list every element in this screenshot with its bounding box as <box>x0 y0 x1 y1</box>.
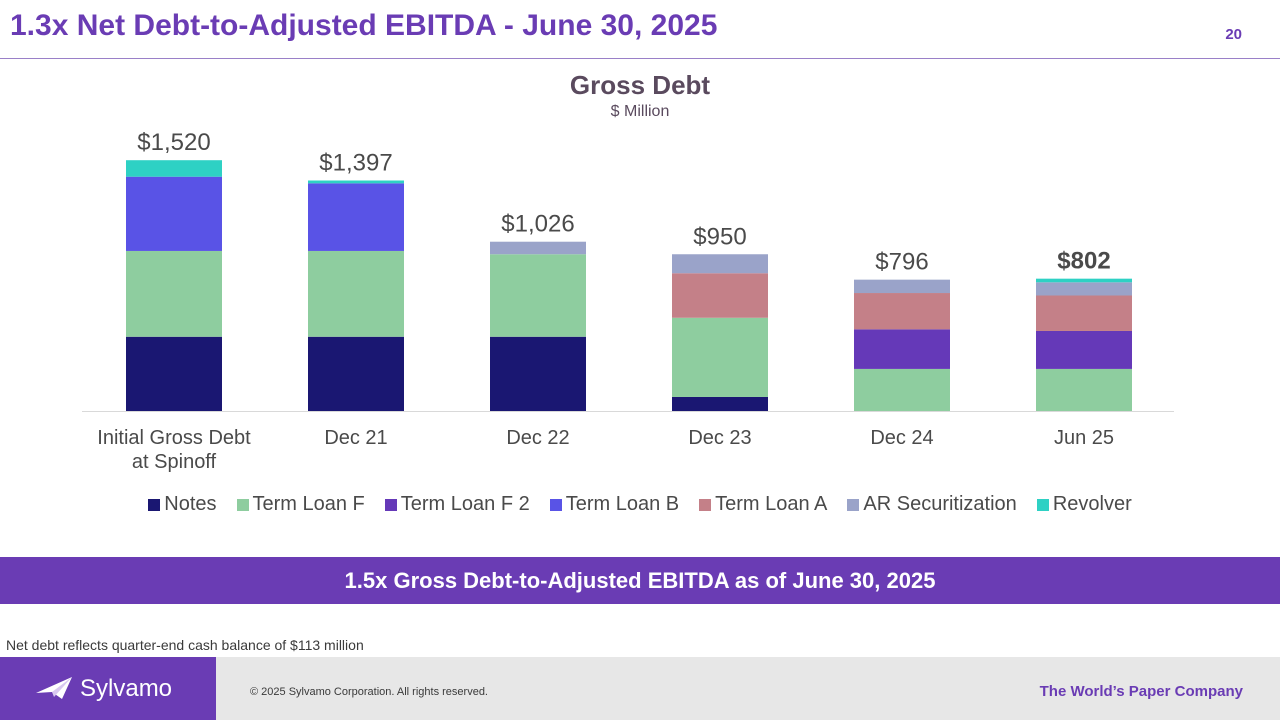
summary-banner: 1.5x Gross Debt-to-Adjusted EBITDA as of… <box>0 557 1280 604</box>
footer: Sylvamo © 2025 Sylvamo Corporation. All … <box>0 657 1280 720</box>
slide-title: 1.3x Net Debt-to-Adjusted EBITDA - June … <box>10 9 718 42</box>
bar-segment-term-loan-f <box>308 250 404 337</box>
x-tick-label: Initial Gross Debt <box>97 427 251 449</box>
bar-segment-revolver <box>1036 278 1132 283</box>
bar-segment-term-loan-a <box>672 273 768 318</box>
bar-segment-term-loan-f <box>672 317 768 397</box>
bar-segment-term-loan-a <box>1036 295 1132 331</box>
legend-item: AR Securitization <box>847 493 1017 516</box>
bar-segment-ar-securitization <box>490 241 586 255</box>
bar-segment-term-loan-f <box>1036 368 1132 411</box>
logo-text: Sylvamo <box>80 675 173 702</box>
legend-label: Term Loan F 2 <box>400 493 530 515</box>
legend-label: Term Loan A <box>715 493 828 515</box>
legend-label: AR Securitization <box>863 493 1017 515</box>
bar-segment-ar-securitization <box>1036 282 1132 296</box>
legend-swatch <box>236 498 249 511</box>
legend-label: Term Loan F <box>252 493 365 515</box>
legend-swatch <box>384 498 397 511</box>
legend-swatch <box>699 498 712 511</box>
page-number: 20 <box>1225 26 1242 43</box>
legend-label: Term Loan B <box>565 493 680 515</box>
total-label: $1,520 <box>137 129 210 156</box>
total-label: $1,397 <box>319 149 392 176</box>
footnote: Net debt reflects quarter-end cash balan… <box>6 637 364 653</box>
legend-item: Notes <box>148 493 217 516</box>
legend-swatch <box>549 498 562 511</box>
slide-header: 1.3x Net Debt-to-Adjusted EBITDA - June … <box>0 0 1280 59</box>
bar-segment-notes <box>672 396 768 411</box>
bar-segment-term-loan-f <box>126 250 222 337</box>
bar-segment-notes <box>126 336 222 411</box>
total-label: $796 <box>875 249 928 276</box>
legend-item: Revolver <box>1036 493 1132 516</box>
legend-swatch <box>1036 498 1049 511</box>
bar-segment-revolver <box>126 160 222 177</box>
tagline: The World’s Paper Company <box>1039 683 1243 700</box>
legend-label: Notes <box>164 493 217 515</box>
bar-segment-term-loan-b <box>126 176 222 251</box>
x-tick-label: Dec 21 <box>324 427 387 449</box>
x-tick-label: Dec 22 <box>506 427 569 449</box>
bar-segment-notes <box>490 336 586 411</box>
bar-segment-revolver <box>308 180 404 184</box>
chart-subtitle: $ Million <box>610 103 670 120</box>
legend-item: Term Loan B <box>549 493 680 516</box>
bar-segment-term-loan-b <box>308 183 404 251</box>
legend-swatch <box>148 498 161 511</box>
bar-segment-term-loan-f <box>854 368 950 411</box>
bar-segment-term-loan-f-2 <box>1036 330 1132 369</box>
copyright: © 2025 Sylvamo Corporation. All rights r… <box>250 686 488 698</box>
x-tick-label: Jun 25 <box>1054 427 1114 449</box>
bar-segment-term-loan-f-2 <box>854 329 950 369</box>
x-tick-label: Dec 24 <box>870 427 933 449</box>
legend-label: Revolver <box>1052 493 1132 515</box>
total-label: $802 <box>1057 248 1110 275</box>
bar-segment-term-loan-a <box>854 293 950 330</box>
bar-segment-notes <box>308 336 404 411</box>
x-tick-label: Dec 23 <box>688 427 751 449</box>
bar-segment-term-loan-f <box>490 254 586 337</box>
legend-item: Term Loan F <box>236 493 365 516</box>
chart-legend: Notes Term Loan F Term Loan F 2 Term Loan B… <box>0 493 1280 516</box>
bar-segment-ar-securitization <box>672 254 768 274</box>
legend-item: Term Loan A <box>699 493 827 516</box>
legend-swatch <box>847 498 860 511</box>
chart-title: Gross Debt <box>569 70 711 100</box>
logo: Sylvamo <box>0 657 216 720</box>
legend-item: Term Loan F 2 <box>384 493 530 516</box>
total-label: $950 <box>693 223 746 250</box>
paper-plane-icon <box>36 677 72 699</box>
total-label: $1,026 <box>501 211 574 238</box>
bar-segment-ar-securitization <box>854 279 950 294</box>
x-tick-label: at Spinoff <box>132 451 217 473</box>
